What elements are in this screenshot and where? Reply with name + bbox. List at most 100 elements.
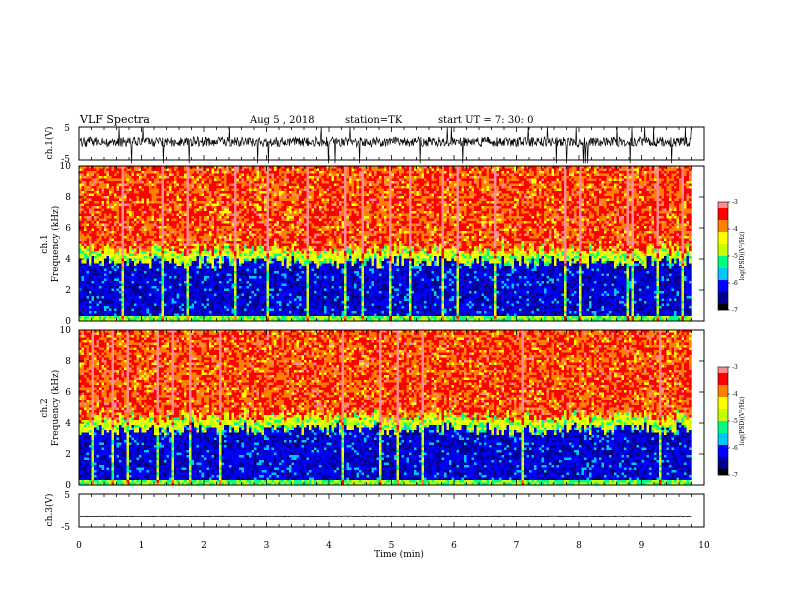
- spectrogram-cell: [107, 179, 110, 182]
- spectrogram-cell: [82, 204, 85, 207]
- spectrogram-cell: [119, 286, 122, 289]
- spectrogram-cell: [114, 171, 117, 174]
- spectrogram-cell: [207, 226, 210, 229]
- spectrogram-cell: [127, 241, 130, 244]
- spectrogram-cell: [224, 216, 227, 219]
- spectrogram-cell: [152, 224, 155, 227]
- spectrogram-cell: [192, 274, 195, 277]
- spectrogram-cell: [224, 266, 227, 269]
- spectrogram-cell: [84, 241, 87, 244]
- spectrogram-cell: [192, 316, 195, 319]
- spectrogram-cell: [267, 296, 270, 299]
- spectrogram-cell: [194, 281, 197, 284]
- spectrogram-cell: [149, 304, 152, 307]
- spectrogram-cell: [174, 289, 177, 292]
- spectrogram-cell: [157, 284, 160, 287]
- spectrogram-cell: [164, 226, 167, 229]
- spectrogram-cell: [209, 171, 212, 174]
- spectrogram-cell: [159, 264, 162, 267]
- spectrogram-cell: [119, 189, 122, 192]
- spectrogram-cell: [92, 301, 95, 304]
- spectrogram-cell: [264, 269, 267, 272]
- spectrogram-cell: [97, 201, 100, 204]
- spectrogram-cell: [207, 221, 210, 224]
- spectrogram-cell: [179, 199, 182, 202]
- spectrogram-cell: [172, 256, 175, 259]
- spectrogram-cell: [249, 311, 252, 314]
- spectrogram-cell: [267, 251, 270, 254]
- spectrogram-cell: [82, 179, 85, 182]
- spectrogram-cell: [102, 306, 105, 309]
- spectrogram-cell: [207, 249, 210, 252]
- spectrogram-cell: [122, 246, 125, 249]
- spectrogram-cell: [94, 279, 97, 282]
- spectrogram-cell: [97, 184, 100, 187]
- spectrogram-cell: [114, 299, 117, 302]
- spectrogram-cell: [107, 189, 110, 192]
- spectrogram-cell: [217, 286, 220, 289]
- spectrogram-cell: [164, 234, 167, 237]
- spectrogram-cell: [134, 191, 137, 194]
- spectrogram-cell: [159, 181, 162, 184]
- spectrogram-cell: [179, 301, 182, 304]
- spectrogram-cell: [102, 221, 105, 224]
- spectrogram-cell: [179, 214, 182, 217]
- spectrogram-cell: [164, 264, 167, 267]
- spectrogram-cell: [122, 204, 125, 207]
- spectrogram-cell: [239, 251, 242, 254]
- spectrogram-cell: [184, 214, 187, 217]
- spectrogram-cell: [242, 174, 245, 177]
- spectrogram-cell: [117, 249, 120, 252]
- spectrogram-cell: [224, 251, 227, 254]
- spectrogram-cell: [197, 214, 200, 217]
- spectrogram-cell: [132, 294, 135, 297]
- spectrogram-cell: [127, 271, 130, 274]
- spectrogram-cell: [167, 259, 170, 262]
- spectrogram-cell: [189, 269, 192, 272]
- spectrogram-cell: [139, 314, 142, 317]
- spectrogram-cell: [169, 251, 172, 254]
- spectrogram-cell: [157, 191, 160, 194]
- spectrogram-cell: [204, 196, 207, 199]
- spectrogram-cell: [222, 279, 225, 282]
- spectrogram-cell: [109, 234, 112, 237]
- spectrogram-cell: [157, 179, 160, 182]
- spectrogram-cell: [214, 179, 217, 182]
- spectrogram-cell: [157, 249, 160, 252]
- spectrogram-cell: [82, 171, 85, 174]
- spectrogram-cell: [249, 284, 252, 287]
- spectrogram-cell: [99, 256, 102, 259]
- spectrogram-cell: [237, 286, 240, 289]
- spectrogram-cell: [89, 264, 92, 267]
- spectrogram-cell: [249, 196, 252, 199]
- spectrogram-cell: [89, 211, 92, 214]
- spectrogram-cell: [257, 194, 260, 197]
- spectrogram-cell: [224, 294, 227, 297]
- spectrogram-cell: [202, 264, 205, 267]
- spectrogram-cell: [267, 286, 270, 289]
- spectrogram-cell: [182, 246, 185, 249]
- spectrogram-cell: [197, 224, 200, 227]
- spectrogram-cell: [247, 201, 250, 204]
- spectrogram-cell: [232, 306, 235, 309]
- spectrogram-cell: [84, 274, 87, 277]
- spectrogram-cell: [237, 259, 240, 262]
- spectrogram-cell: [139, 294, 142, 297]
- spectrogram-cell: [159, 314, 162, 317]
- spectrogram-cell: [252, 291, 255, 294]
- spectrogram-cell: [187, 196, 190, 199]
- spectrogram-cell: [107, 236, 110, 239]
- spectrogram-cell: [94, 231, 97, 234]
- spectrogram-cell: [187, 221, 190, 224]
- spectrogram-cell: [207, 204, 210, 207]
- spectrogram-cell: [249, 256, 252, 259]
- spectrogram-cell: [144, 294, 147, 297]
- spectrogram-cell: [114, 196, 117, 199]
- spectrogram-cell: [117, 204, 120, 207]
- spectrogram-cell: [199, 246, 202, 249]
- spectrogram-cell: [214, 289, 217, 292]
- spectrogram-cell: [219, 291, 222, 294]
- spectrogram-cell: [147, 231, 150, 234]
- spectrogram-cell: [132, 231, 135, 234]
- spectrogram-cell: [154, 309, 157, 312]
